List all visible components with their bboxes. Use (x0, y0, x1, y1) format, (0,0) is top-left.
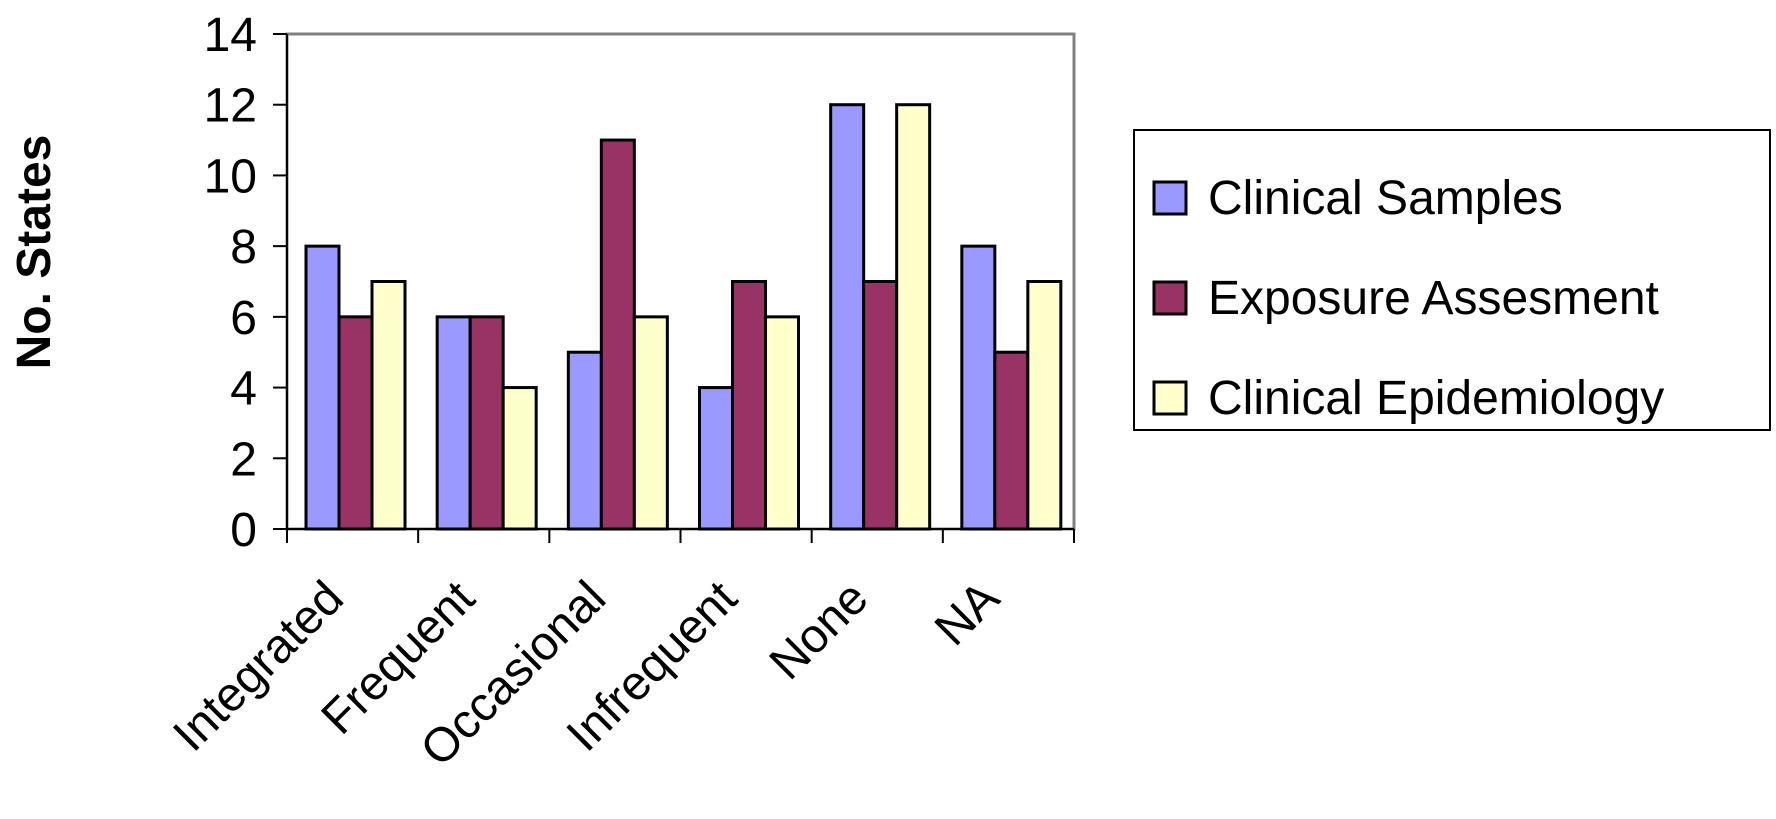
bar-clinical-samples-integrated (304, 244, 341, 531)
bar-clinical-epidemiology-na (1026, 280, 1063, 531)
y-tick-label: 6 (230, 292, 257, 345)
bar-exposure-assesment-none (862, 280, 899, 531)
bar-clinical-samples-na (960, 244, 997, 531)
legend-box (1133, 129, 1771, 431)
legend-label: Exposure Assesment (1208, 272, 1659, 325)
y-tick-label: 0 (230, 504, 257, 557)
bar-exposure-assesment-occasional (599, 138, 636, 531)
legend-swatch (1152, 180, 1188, 216)
y-axis: 0 2 4 6 8 10 12 14 (204, 9, 288, 557)
x-tick-label: Integrated (163, 571, 353, 761)
bars-layer (304, 103, 1063, 531)
legend-label: Clinical Epidemiology (1208, 372, 1664, 425)
bar-clinical-samples-frequent (435, 315, 472, 531)
y-tick-label: 4 (230, 363, 257, 416)
bar-clinical-epidemiology-frequent (501, 386, 538, 531)
bar-clinical-epidemiology-occasional (632, 315, 669, 531)
x-tick-label: NA (925, 571, 1010, 656)
bar-exposure-assesment-frequent (468, 315, 505, 531)
y-axis-title: No. States (8, 135, 61, 370)
bar-clinical-epidemiology-infrequent (764, 315, 800, 531)
bar-clinical-samples-occasional (566, 350, 603, 531)
bar-clinical-samples-infrequent (698, 386, 734, 531)
legend-swatch (1152, 380, 1188, 416)
legend-swatch (1152, 280, 1188, 316)
bar-exposure-assesment-integrated (337, 315, 374, 531)
legend: Clinical Samples Exposure Assesment Clinic… (1133, 129, 1771, 431)
bar-clinical-epidemiology-none (895, 103, 932, 531)
y-tick-label: 8 (230, 221, 257, 274)
x-tick-label: None (760, 571, 879, 690)
y-tick-label: 2 (230, 433, 257, 486)
legend-label: Clinical Samples (1208, 172, 1563, 225)
bar-exposure-assesment-infrequent (731, 280, 767, 531)
bar-clinical-samples-none (829, 103, 866, 531)
y-tick-label: 10 (204, 150, 257, 203)
bar-clinical-epidemiology-integrated (370, 280, 407, 531)
y-tick-label: 14 (204, 9, 257, 62)
y-tick-label: 12 (204, 80, 257, 133)
bar-exposure-assesment-na (993, 350, 1030, 531)
